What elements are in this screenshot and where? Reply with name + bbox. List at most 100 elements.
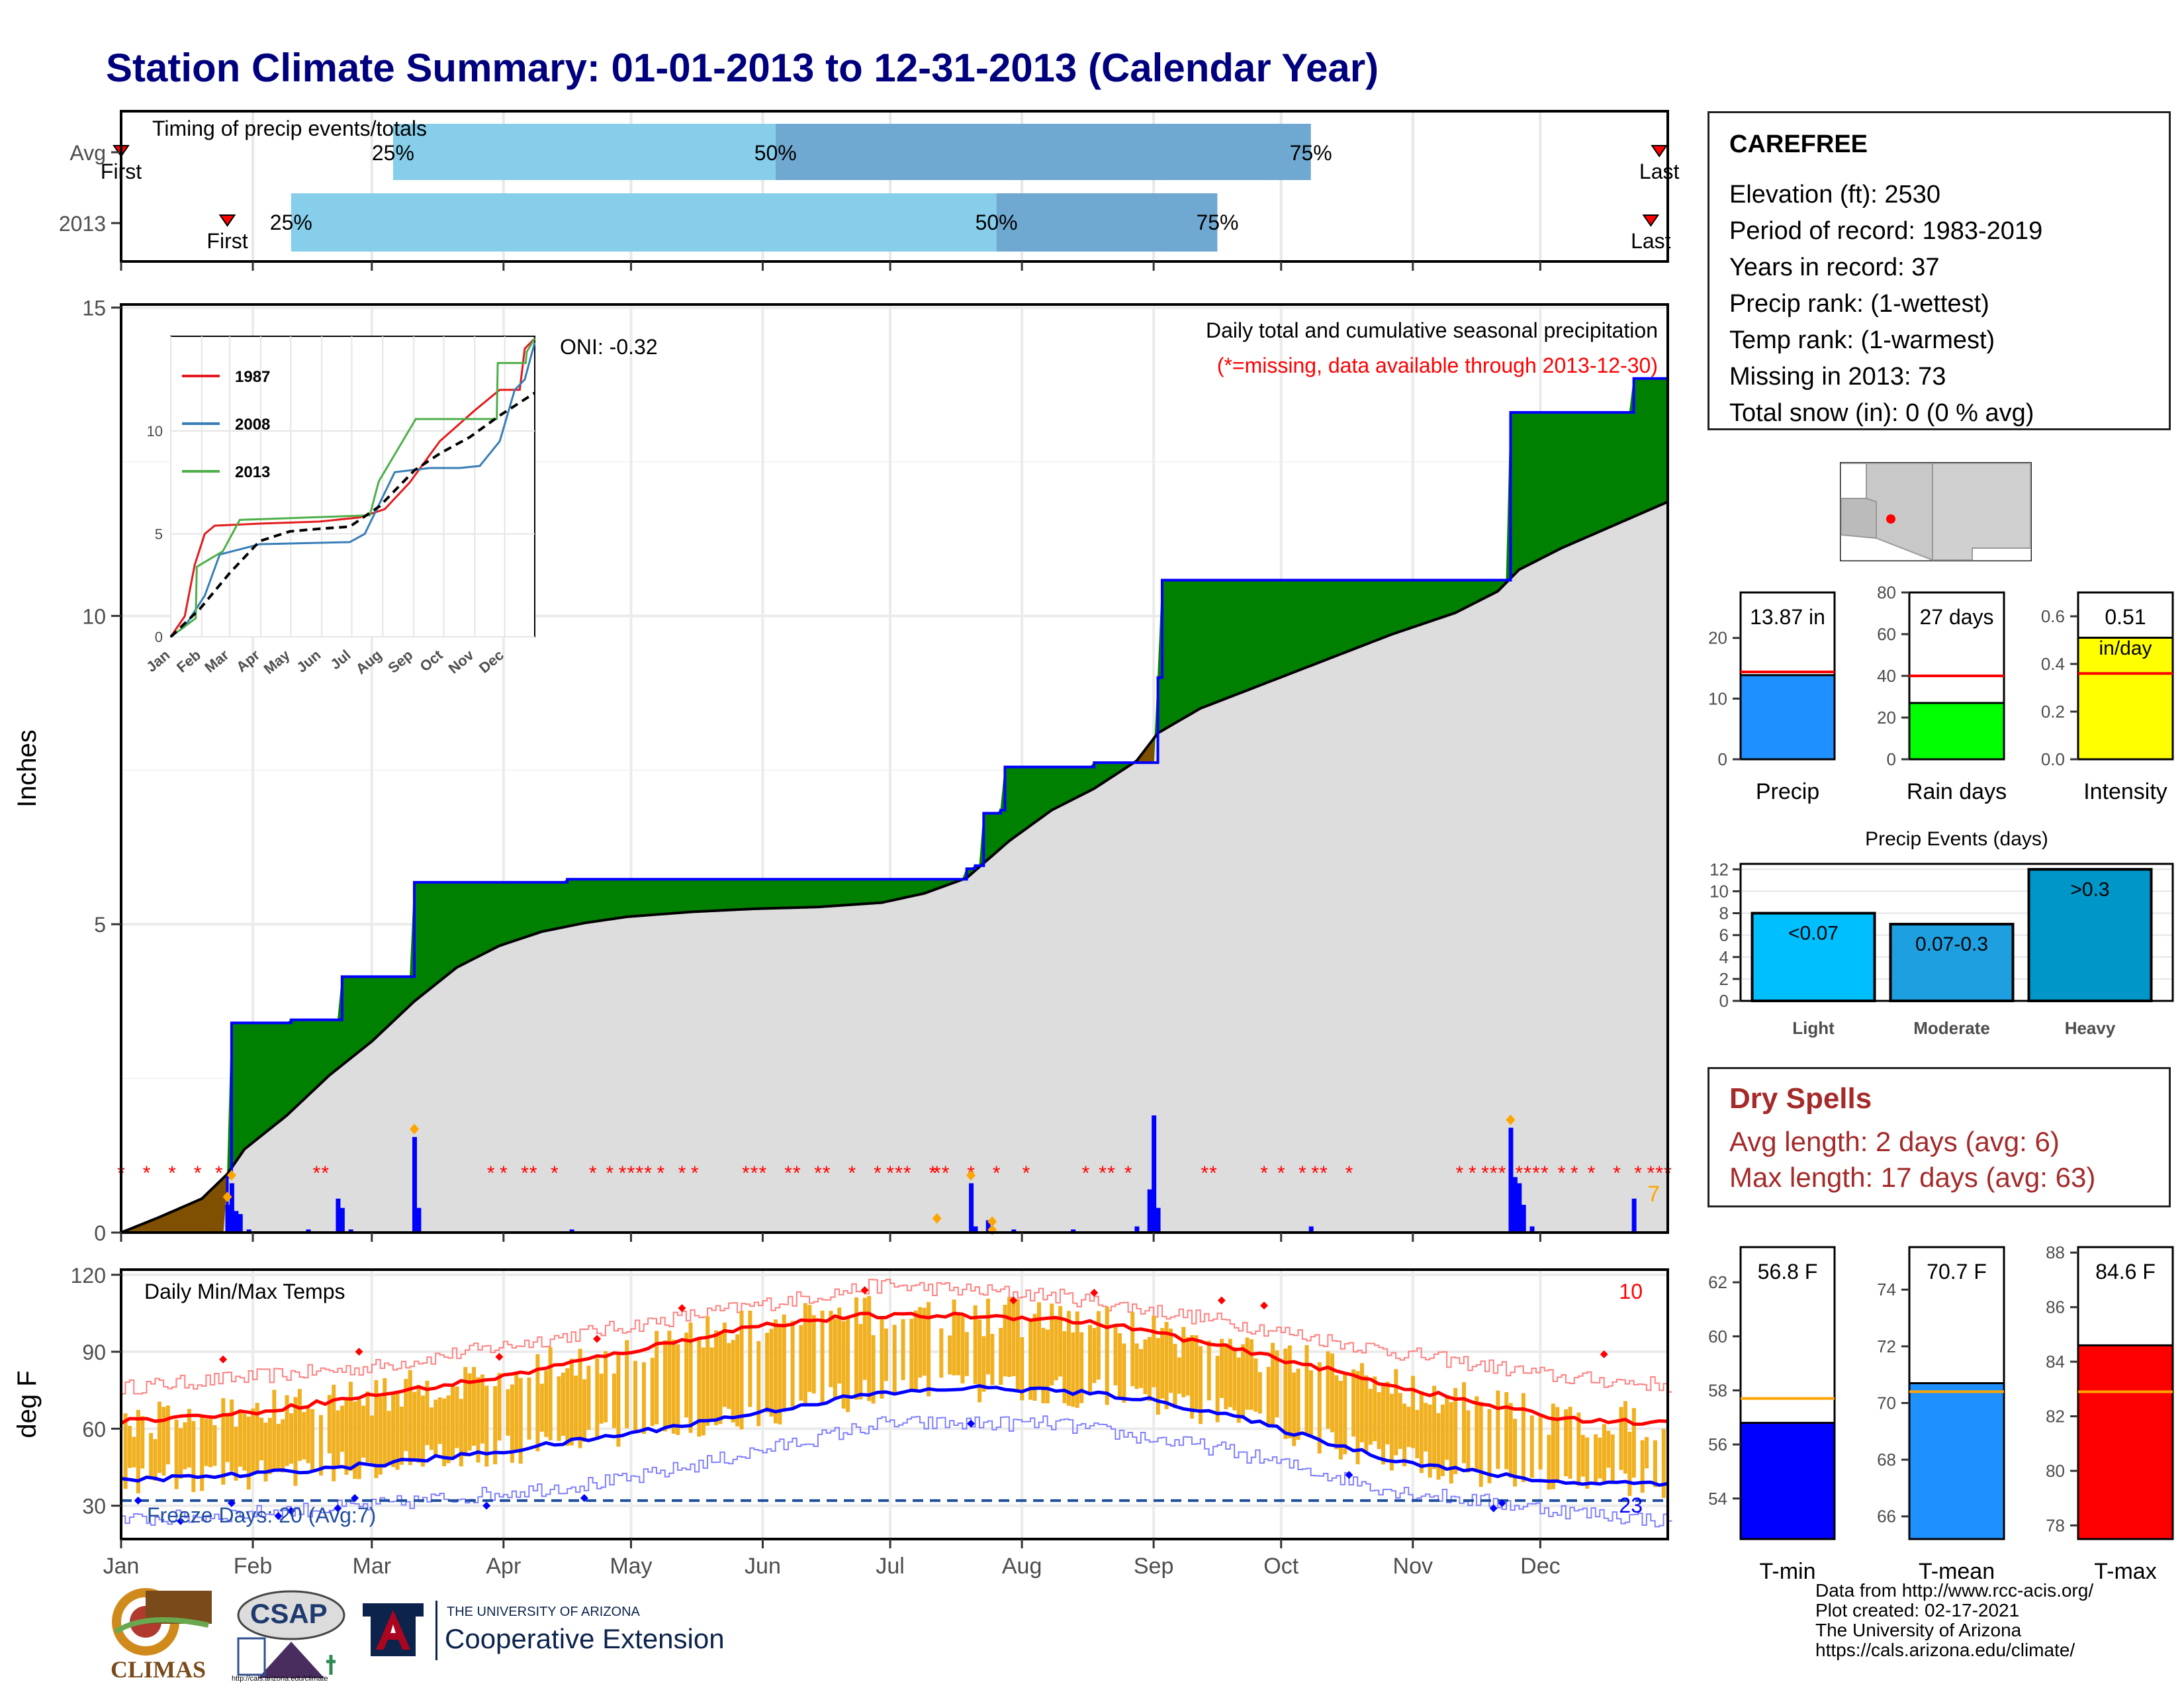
bar-chart-ytick-label: 0.2 [2041,702,2065,722]
daily-temp-bar [1326,1351,1330,1429]
daily-temp-bar [1224,1344,1228,1410]
daily-temp-bar [1619,1407,1623,1470]
daily-precip-bar [412,1137,418,1233]
daily-temp-bar [727,1342,731,1409]
daily-temp-bar [1152,1315,1156,1387]
daily-temp-bar [1143,1339,1148,1395]
events-ytick-label: 8 [1719,904,1729,923]
bar-chart-ytick-label: 88 [2046,1243,2065,1262]
missing-day-marker: * [644,1162,652,1184]
daily-temp-bar [1020,1337,1024,1401]
daily-temp-bar [858,1324,863,1400]
record-high-marker [495,1352,504,1361]
missing-day-marker: * [143,1162,151,1184]
daily-temp-bar [1598,1437,1602,1479]
timing-label: 25% [270,211,312,234]
bar-chart-value-label: 0.51 [2105,605,2146,629]
daily-temp-bar [1415,1409,1420,1458]
daily-temp-bar [595,1358,600,1440]
daily-temp-bar [769,1329,774,1417]
daily-temp-bar [378,1396,383,1475]
daily-temp-bar [514,1371,519,1451]
daily-temp-bar [952,1299,956,1376]
bar-chart-ytick-label: 20 [1708,628,1727,648]
bar-chart-xlabel: Rain days [1907,779,2007,804]
bar-chart-value-label: 56.8 F [1758,1260,1818,1284]
bar-chart-ytick-label: 58 [1708,1380,1727,1400]
daily-temp-bar [1398,1393,1402,1449]
daily-temp-bar [650,1358,655,1427]
daily-temp-bar [990,1334,995,1385]
dry-spells-max: Max length: 17 days (avg: 63) [1729,1162,2096,1193]
missing-day-marker: * [1655,1162,1663,1184]
daily-temp-bar [230,1399,234,1472]
precip-ytick-label: 5 [94,913,106,937]
missing-day-marker: * [793,1162,801,1184]
daily-precip-bar [1011,1229,1017,1233]
daily-temp-bar [1551,1403,1555,1489]
missing-day-marker: * [1634,1162,1642,1184]
daily-temp-bar [1406,1406,1411,1447]
daily-temp-bar [1466,1410,1471,1473]
bar-chart-ytick-label: 0 [1887,749,1896,769]
daily-temp-bar [811,1315,816,1394]
daily-temp-bar [404,1379,408,1452]
dry-spells-avg: Avg length: 2 days (avg: 6) [1729,1126,2060,1157]
daily-temp-bar [1050,1303,1054,1385]
events-bar [1889,923,2015,1002]
station-location-marker [1886,514,1895,524]
record-low-marker [176,1517,185,1525]
daily-temp-bar [1232,1346,1237,1411]
daily-temp-bar [1368,1389,1373,1445]
daily-precip-bar [1147,1189,1152,1233]
missing-day-marker: * [823,1162,831,1184]
daily-temp-bar [1343,1372,1347,1454]
daily-temp-bar [1147,1336,1152,1401]
bar-chart-ytick-label: 78 [2046,1515,2065,1535]
credit-plot-created: Plot created: 02-17-2021 [1815,1600,2020,1620]
daily-temp-bar [565,1368,570,1446]
missing-day-marker: * [1490,1162,1498,1184]
bar-chart-ytick-label: 84 [2046,1352,2065,1372]
missing-day-marker: * [619,1162,627,1184]
month-label: Feb [234,1554,273,1579]
daily-temp-bar [1585,1437,1590,1489]
daily-temp-bar [450,1385,455,1460]
daily-temp-bar [1661,1429,1666,1498]
inset-ytick-label: 5 [155,526,163,543]
daily-temp-bar [480,1374,484,1444]
temp-record-max-line [121,1278,1672,1395]
daily-temp-bar [1564,1409,1569,1477]
climas-logo-mark [112,1588,212,1656]
daily-temp-bar [1007,1297,1012,1378]
station-elevation: Elevation (ft): 2530 [1729,181,1940,209]
daily-precip-bar [1156,1207,1161,1233]
missing-day-marker: * [759,1162,767,1184]
daily-temp-bar [153,1439,158,1481]
station-precip-rank: Precip rank: (1-wettest) [1729,290,1989,318]
missing-day-marker: * [903,1162,911,1184]
month-label: Oct [1263,1554,1298,1579]
missing-day-marker: * [1320,1162,1328,1184]
bar-chart-xlabel: T-min [1760,1559,1816,1584]
bar-chart-ytick-label: 0 [1718,749,1727,769]
daily-temp-bar [663,1340,668,1432]
missing-day-marker: * [1298,1162,1306,1184]
missing-day-marker: * [312,1162,320,1184]
csap-logo: CSAP http://cals.arizona.edu/climate [232,1589,351,1685]
daily-temp-bar [939,1328,944,1378]
climas-logo: CLIMAS [109,1585,215,1685]
events-category-label: Moderate [1913,1018,1990,1038]
daily-temp-bar [1504,1392,1509,1470]
heavy-event-marker [410,1123,420,1135]
bar-chart-tmin: 56.8 F 54 56 58 60 62 T-min [1708,1246,1836,1584]
daily-temp-bar [1266,1366,1271,1426]
daily-temp-bar [1419,1391,1424,1474]
station-temp-rank: Temp rank: (1-warmest) [1729,326,1995,354]
bar-chart-precip-total: 13.87 in 0 10 20 Precip [1708,591,1836,804]
events-frame [1739,863,2174,1002]
events-bar-label: <0.07 [1788,923,1839,945]
daily-temp-bar [433,1399,438,1456]
timing-label: 75% [1196,211,1238,234]
csap-logo-text: CSAP [250,1598,328,1629]
